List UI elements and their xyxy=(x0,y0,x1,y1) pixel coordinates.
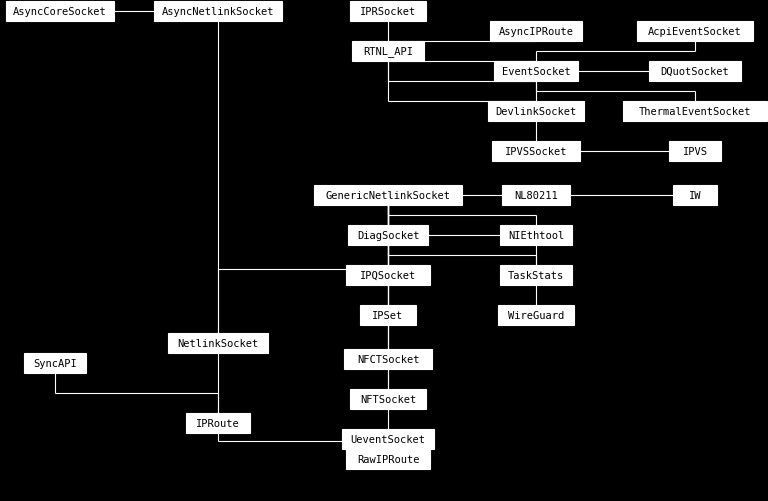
FancyBboxPatch shape xyxy=(673,186,717,205)
Text: RawIPRoute: RawIPRoute xyxy=(357,454,419,464)
Text: IPRSocket: IPRSocket xyxy=(360,7,416,17)
FancyBboxPatch shape xyxy=(314,186,462,205)
FancyBboxPatch shape xyxy=(352,42,424,62)
FancyBboxPatch shape xyxy=(186,413,250,433)
FancyBboxPatch shape xyxy=(346,266,430,286)
FancyBboxPatch shape xyxy=(500,225,572,245)
FancyBboxPatch shape xyxy=(494,62,578,82)
FancyBboxPatch shape xyxy=(6,2,114,22)
FancyBboxPatch shape xyxy=(498,306,574,325)
Text: IPQSocket: IPQSocket xyxy=(360,271,416,281)
FancyBboxPatch shape xyxy=(649,62,741,82)
FancyBboxPatch shape xyxy=(348,225,428,245)
FancyBboxPatch shape xyxy=(154,2,282,22)
FancyBboxPatch shape xyxy=(346,449,430,469)
Text: AsyncCoreSocket: AsyncCoreSocket xyxy=(13,7,107,17)
FancyBboxPatch shape xyxy=(500,266,572,286)
Text: IPVSSocket: IPVSSocket xyxy=(505,147,568,157)
FancyBboxPatch shape xyxy=(490,22,582,42)
Text: DevlinkSocket: DevlinkSocket xyxy=(495,107,577,117)
Text: NL80211: NL80211 xyxy=(514,190,558,200)
FancyBboxPatch shape xyxy=(342,429,434,449)
FancyBboxPatch shape xyxy=(492,142,580,162)
Text: EventSocket: EventSocket xyxy=(502,67,571,77)
Text: NetlinkSocket: NetlinkSocket xyxy=(177,338,259,348)
Text: GenericNetlinkSocket: GenericNetlinkSocket xyxy=(326,190,451,200)
FancyBboxPatch shape xyxy=(168,333,268,353)
Text: DiagSocket: DiagSocket xyxy=(357,230,419,240)
Text: RTNL_API: RTNL_API xyxy=(363,47,413,57)
Text: DQuotSocket: DQuotSocket xyxy=(660,67,730,77)
Text: AsyncIPRoute: AsyncIPRoute xyxy=(498,27,574,37)
Text: NFTSocket: NFTSocket xyxy=(360,394,416,404)
Text: IPRoute: IPRoute xyxy=(196,418,240,428)
Text: ThermalEventSocket: ThermalEventSocket xyxy=(639,107,751,117)
Text: IPVS: IPVS xyxy=(683,147,707,157)
Text: WireGuard: WireGuard xyxy=(508,311,564,320)
FancyBboxPatch shape xyxy=(350,2,426,22)
FancyBboxPatch shape xyxy=(24,353,86,373)
FancyBboxPatch shape xyxy=(350,389,426,409)
Text: IPSet: IPSet xyxy=(372,311,404,320)
FancyBboxPatch shape xyxy=(502,186,570,205)
FancyBboxPatch shape xyxy=(344,349,432,369)
Text: AsyncNetlinkSocket: AsyncNetlinkSocket xyxy=(162,7,274,17)
Text: AcpiEventSocket: AcpiEventSocket xyxy=(648,27,742,37)
Text: IW: IW xyxy=(689,190,701,200)
Text: NFCTSocket: NFCTSocket xyxy=(357,354,419,364)
FancyBboxPatch shape xyxy=(623,102,767,122)
Text: SyncAPI: SyncAPI xyxy=(33,358,77,368)
FancyBboxPatch shape xyxy=(669,142,721,162)
FancyBboxPatch shape xyxy=(488,102,584,122)
Text: TaskStats: TaskStats xyxy=(508,271,564,281)
FancyBboxPatch shape xyxy=(360,306,416,325)
FancyBboxPatch shape xyxy=(637,22,753,42)
Text: NIEthtool: NIEthtool xyxy=(508,230,564,240)
Text: UeventSocket: UeventSocket xyxy=(350,434,425,444)
